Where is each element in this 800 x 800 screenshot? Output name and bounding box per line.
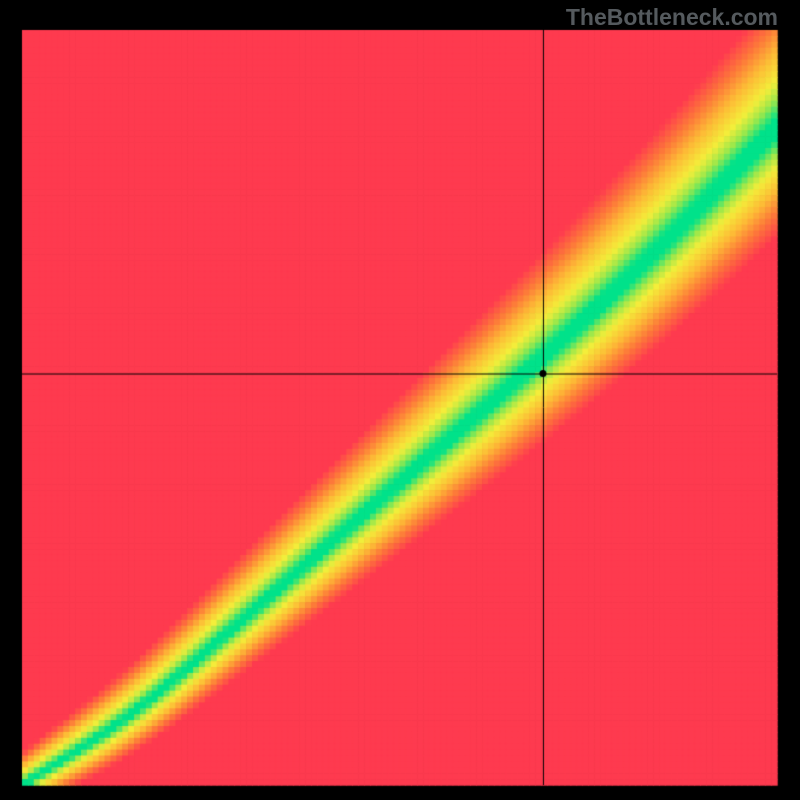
- bottleneck-heatmap: [0, 0, 800, 800]
- watermark-text: TheBottleneck.com: [566, 4, 778, 31]
- chart-container: TheBottleneck.com: [0, 0, 800, 800]
